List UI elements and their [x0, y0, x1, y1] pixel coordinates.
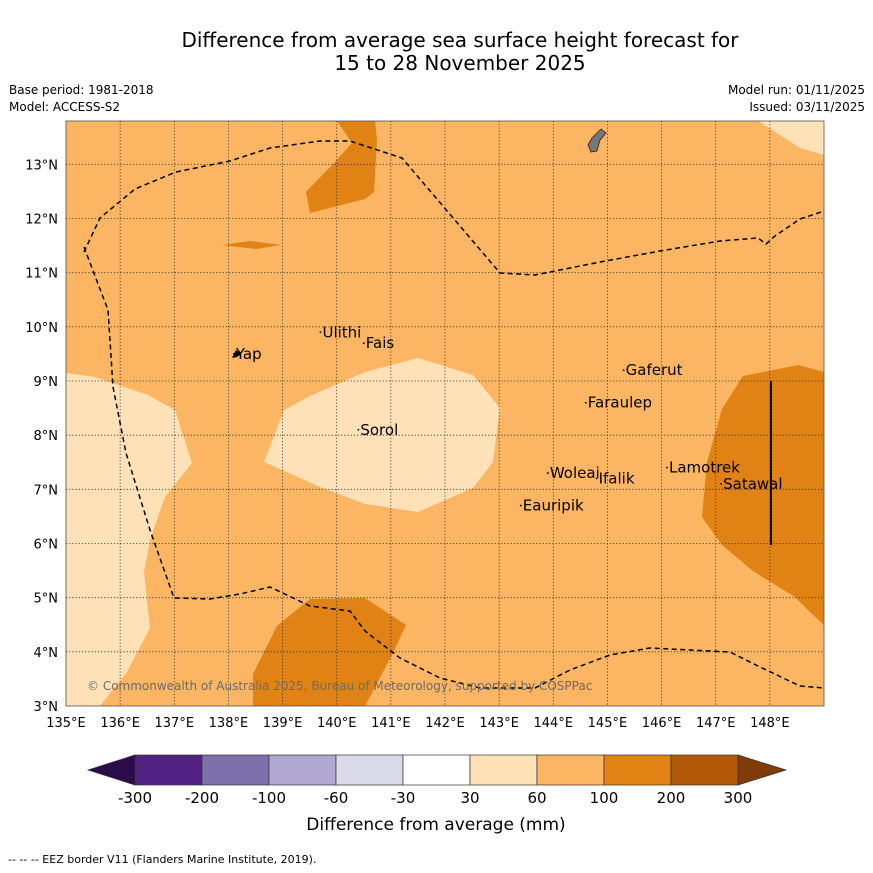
place-marker	[232, 353, 235, 355]
lat-tick-label: 13°N	[25, 158, 58, 173]
eez-footnote: -- -- -- EEZ border V11 (Flanders Marine…	[8, 853, 317, 866]
lat-tick-label: 5°N	[34, 592, 59, 607]
lon-tick-label: 138°E	[209, 716, 249, 731]
lon-tick-label: 137°E	[155, 716, 195, 731]
place-label: Satawal	[723, 475, 782, 493]
model-name: Model: ACCESS-S2	[9, 100, 121, 114]
eez-border-northwest	[83, 140, 824, 276]
colorbar-label: 30	[460, 789, 479, 807]
place-marker	[319, 331, 322, 334]
colorbar-segment	[469, 754, 538, 786]
lat-tick-label: 11°N	[25, 267, 58, 282]
model-run: Model run: 01/11/2025	[727, 83, 865, 97]
place-label: Ulithi	[322, 323, 361, 341]
place-label: Lamotrek	[669, 459, 740, 477]
colorbar-segment	[201, 754, 270, 786]
lat-tick-label: 12°N	[25, 213, 58, 228]
place-label: Eauripik	[523, 497, 584, 515]
chart-title-line1: Difference from average sea surface heig…	[181, 28, 739, 52]
colorbar-label: -100	[252, 789, 286, 807]
colorbar-title: Difference from average (mm)	[306, 815, 565, 835]
lat-tick-label: 4°N	[34, 646, 59, 661]
lon-tick-label: 148°E	[750, 716, 790, 731]
colorbar-label: 200	[657, 789, 686, 807]
colorbar-extend-low	[86, 754, 136, 786]
lon-tick-label: 136°E	[100, 716, 140, 731]
yap-island	[232, 350, 241, 358]
field-30-60-west	[66, 373, 192, 706]
guam-island	[587, 128, 607, 153]
place-marker	[519, 504, 522, 507]
lon-tick-label: 139°E	[263, 716, 303, 731]
place-label: Fais	[366, 334, 395, 352]
lat-tick-label: 7°N	[34, 483, 59, 498]
place-label: Gaferut	[626, 361, 683, 379]
place-label: Yap	[235, 345, 262, 363]
place-marker	[720, 483, 723, 485]
lon-tick-label: 143°E	[479, 716, 519, 731]
colorbar-label: -200	[185, 789, 219, 807]
lat-tick-label: 8°N	[34, 429, 59, 444]
colorbar-segment	[268, 754, 337, 786]
colorbar-segment	[402, 754, 471, 786]
lon-tick-label: 140°E	[317, 716, 357, 731]
place-label: Sorol	[360, 421, 398, 439]
place-label: Woleai	[550, 464, 600, 482]
place-label: Faraulep	[588, 394, 652, 412]
colorbar	[86, 754, 788, 786]
colorbar-label: 60	[527, 789, 546, 807]
colorbar-label: -300	[118, 789, 152, 807]
colorbar-segment	[134, 754, 203, 786]
place-marker	[622, 369, 625, 372]
lon-tick-label: 146°E	[642, 716, 682, 731]
lat-tick-label: 3°N	[34, 700, 59, 715]
field-30-60-northeast	[758, 121, 824, 155]
field-100-200-streak	[222, 241, 281, 249]
lat-tick-label: 10°N	[25, 321, 58, 336]
colorbar-segment	[603, 754, 672, 786]
colorbar-label: -30	[391, 789, 416, 807]
copyright-text: © Commonwealth of Australia 2025, Bureau…	[87, 679, 592, 693]
place-marker	[546, 472, 549, 474]
base-period: Base period: 1981-2018	[9, 83, 154, 97]
issued-date: Issued: 03/11/2025	[749, 100, 865, 114]
lon-tick-label: 144°E	[534, 716, 574, 731]
lat-tick-label: 6°N	[34, 538, 59, 553]
place-marker	[584, 401, 587, 404]
colorbar-segment	[536, 754, 605, 786]
colorbar-label: 300	[724, 789, 753, 807]
colorbar-label: -60	[324, 789, 349, 807]
eez-border	[83, 140, 824, 689]
map-frame	[65, 120, 825, 707]
colorbar-extend-high	[737, 754, 788, 786]
lon-tick-label: 141°E	[371, 716, 411, 731]
lon-tick-label: 145°E	[588, 716, 628, 731]
map-plot-area: Yap Ulithi Fais Sorol Gaferut Faraulep WoleaiI…	[66, 121, 824, 706]
place-marker	[666, 466, 668, 469]
lon-tick-label: 147°E	[696, 716, 736, 731]
field-100-200-east	[702, 365, 824, 625]
lat-tick-label: 9°N	[34, 375, 59, 390]
lon-tick-label: 135°E	[46, 716, 86, 731]
place-label: Ifalik	[599, 470, 635, 488]
place-marker	[357, 428, 360, 431]
colorbar-segment	[670, 754, 739, 786]
field-30-60-central	[264, 358, 500, 512]
lon-tick-label: 142°E	[425, 716, 465, 731]
colorbar-label: 100	[590, 789, 619, 807]
chart-title-line2: 15 to 28 November 2025	[334, 51, 586, 75]
place-marker	[362, 342, 365, 344]
colorbar-segment	[335, 754, 404, 786]
place-marker	[595, 477, 598, 480]
